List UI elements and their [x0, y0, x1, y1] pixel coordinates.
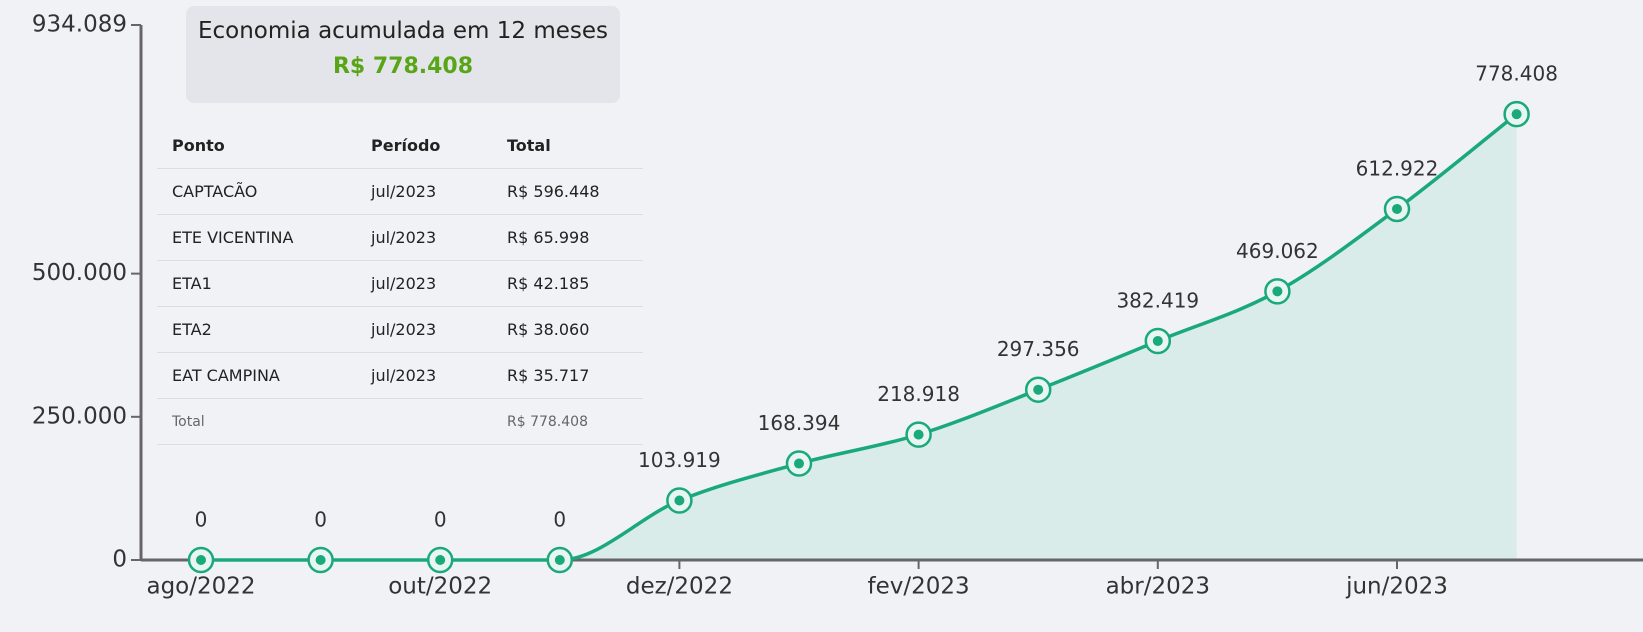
- summary-title: Economia acumulada em 12 meses: [197, 18, 608, 44]
- value-label: 0: [195, 508, 208, 532]
- table-cell: R$ 65.998: [492, 214, 643, 261]
- x-tick-label: jun/2023: [1345, 574, 1448, 600]
- point: [1392, 203, 1402, 214]
- point: [196, 555, 206, 565]
- column-header: Período: [356, 122, 492, 169]
- point: [315, 555, 326, 565]
- column-header: Ponto: [157, 122, 356, 169]
- table-cell: R$ 35.717: [492, 352, 643, 399]
- area: [201, 114, 1517, 560]
- value-label: 218.918: [877, 382, 960, 406]
- y-tick-label: 0: [112, 547, 127, 573]
- table-cell: ETA2: [157, 306, 356, 353]
- table-cell: R$ 42.185: [492, 260, 643, 307]
- column-header: Total: [492, 122, 643, 169]
- x-tick-label: out/2022: [388, 574, 492, 600]
- value-label: 382.419: [1116, 288, 1199, 312]
- table-cell: jul/2023: [356, 260, 492, 307]
- value-label: 0: [434, 508, 447, 532]
- header-row: Ponto Período Total: [157, 122, 643, 169]
- total-label: Total: [157, 398, 356, 445]
- summary-box: Economia acumulada em 12 meses R$ 778.40…: [186, 6, 620, 103]
- table-cell: [356, 398, 492, 445]
- breakdown-table: Ponto Período Total CAPTACÃO jul/2023 R$ 5…: [157, 122, 643, 445]
- value-label: 103.919: [638, 448, 721, 472]
- total-value: R$ 778.408: [492, 398, 643, 445]
- x-tick-label: fev/2023: [868, 574, 970, 600]
- point: [913, 429, 924, 440]
- table-body: CAPTACÃO jul/2023 R$ 596.448 ETE VICENTINA j…: [157, 168, 643, 445]
- table-row: ETE VICENTINA jul/2023 R$ 65.998: [157, 214, 643, 261]
- table-cell: EAT CAMPINA: [157, 352, 356, 399]
- point: [1272, 286, 1283, 297]
- table-cell: jul/2023: [356, 306, 492, 353]
- y-tick-label: 934.089: [32, 12, 127, 38]
- y-tick-label: 250.000: [32, 403, 127, 429]
- x-tick-label: dez/2022: [626, 574, 733, 600]
- y-tick-label: 500.000: [32, 260, 127, 286]
- total-row: Total R$ 778.408: [157, 398, 643, 445]
- table-cell: ETA1: [157, 260, 356, 307]
- value-label: 612.922: [1356, 156, 1439, 180]
- table-cell: CAPTACÃO: [157, 168, 356, 215]
- point: [1033, 384, 1044, 395]
- table-cell: jul/2023: [356, 168, 492, 215]
- value-label: 469.062: [1236, 239, 1319, 263]
- summary-value: R$ 778.408: [332, 54, 474, 79]
- value-label: 168.394: [758, 411, 841, 435]
- x-tick-label: ago/2022: [146, 574, 255, 600]
- table-cell: R$ 38.060: [492, 306, 643, 353]
- table-cell: jul/2023: [356, 214, 492, 261]
- value-label: 297.356: [997, 337, 1080, 361]
- point: [1511, 109, 1522, 120]
- table-cell: R$ 596.448: [492, 168, 643, 215]
- value-label: 0: [314, 508, 327, 532]
- table-row: EAT CAMPINA jul/2023 R$ 35.717: [157, 352, 643, 399]
- point: [435, 555, 446, 565]
- point: [1152, 335, 1163, 346]
- table-row: CAPTACÃO jul/2023 R$ 596.448: [157, 168, 643, 215]
- value-label: 0: [553, 508, 566, 532]
- point: [794, 458, 804, 469]
- table-cell: jul/2023: [356, 352, 492, 399]
- value-label: 778.408: [1475, 62, 1558, 86]
- table-row: ETA2 jul/2023 R$ 38.060: [157, 306, 643, 353]
- table-row: ETA1 jul/2023 R$ 42.185: [157, 260, 643, 307]
- point: [674, 495, 685, 506]
- point: [554, 555, 565, 565]
- x-tick-label: abr/2023: [1106, 574, 1210, 600]
- table-cell: ETE VICENTINA: [157, 214, 356, 261]
